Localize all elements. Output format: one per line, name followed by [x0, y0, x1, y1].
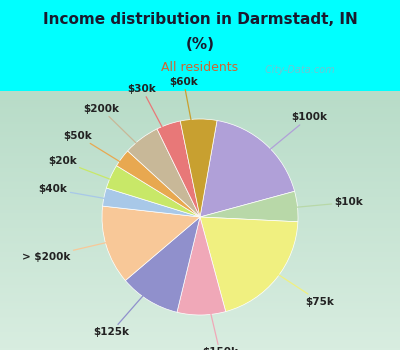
Text: (%): (%)	[186, 37, 214, 52]
Wedge shape	[180, 119, 217, 217]
Text: $20k: $20k	[48, 156, 151, 195]
Text: $60k: $60k	[169, 77, 199, 163]
Text: Income distribution in Darmstadt, IN: Income distribution in Darmstadt, IN	[43, 12, 357, 27]
Text: City-Data.com: City-Data.com	[262, 65, 335, 75]
Wedge shape	[177, 217, 226, 315]
Text: $50k: $50k	[63, 131, 157, 184]
Text: $100k: $100k	[236, 112, 327, 177]
Wedge shape	[200, 191, 298, 222]
Wedge shape	[157, 121, 200, 217]
Text: $10k: $10k	[254, 197, 363, 211]
Text: $75k: $75k	[242, 251, 334, 307]
Text: $125k: $125k	[93, 263, 172, 337]
Text: > $200k: > $200k	[22, 233, 148, 261]
Wedge shape	[128, 129, 200, 217]
Text: $200k: $200k	[83, 104, 168, 174]
Wedge shape	[102, 206, 200, 280]
Wedge shape	[116, 151, 200, 217]
Wedge shape	[200, 120, 294, 217]
Text: $40k: $40k	[39, 184, 147, 206]
Wedge shape	[106, 166, 200, 217]
Wedge shape	[125, 217, 200, 312]
Wedge shape	[200, 217, 298, 312]
Text: $150k: $150k	[201, 271, 238, 350]
Text: All residents: All residents	[162, 61, 238, 74]
Text: $30k: $30k	[128, 84, 183, 166]
Wedge shape	[103, 188, 200, 217]
